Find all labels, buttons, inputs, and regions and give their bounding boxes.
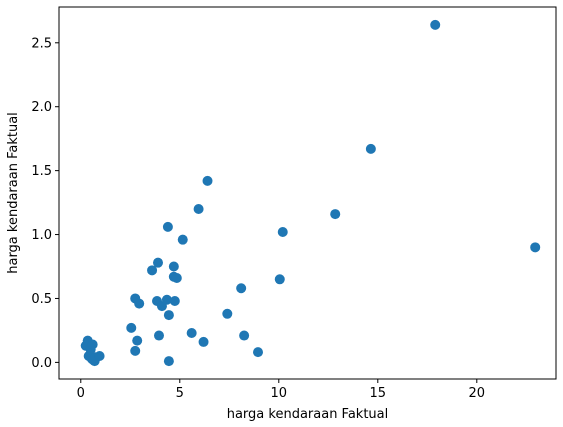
data-points — [80, 19, 541, 367]
data-point-5 — [87, 339, 98, 350]
data-point-23 — [163, 356, 174, 367]
y-tick-label-4: 2.0 — [31, 100, 52, 115]
y-tick-label-0: 0.0 — [31, 356, 52, 371]
data-point-35 — [239, 330, 250, 341]
data-point-41 — [430, 19, 441, 30]
data-point-24 — [168, 261, 179, 272]
y-axis-label: harga kendaraan Faktual — [6, 112, 21, 274]
data-point-14 — [134, 298, 145, 309]
data-point-42 — [530, 242, 541, 253]
data-point-26 — [169, 296, 180, 307]
data-point-27 — [171, 273, 182, 284]
data-point-39 — [330, 209, 341, 220]
x-tick-label-0: 0 — [77, 386, 85, 401]
data-point-40 — [365, 143, 376, 154]
data-point-34 — [236, 283, 247, 294]
data-point-22 — [163, 310, 174, 321]
data-point-31 — [198, 336, 209, 347]
data-point-10 — [126, 322, 137, 333]
y-tick-label-2: 1.0 — [31, 228, 52, 243]
data-point-33 — [222, 308, 233, 319]
x-tick-label-2: 10 — [271, 386, 288, 401]
y-tick-label-1: 0.5 — [31, 292, 52, 307]
data-point-29 — [186, 327, 197, 338]
data-point-37 — [274, 274, 285, 285]
data-point-13 — [132, 335, 143, 346]
data-point-17 — [153, 257, 163, 268]
x-axis-label: harga kendaraan Faktual — [227, 407, 389, 422]
y-axis-ticks: 0.0 0.5 1.0 1.5 2.0 2.5 — [31, 36, 59, 371]
plot-frame — [58, 6, 557, 380]
data-point-28 — [177, 234, 188, 245]
y-tick-label-3: 1.5 — [31, 164, 52, 179]
data-point-18 — [153, 330, 164, 341]
y-tick-label-5: 2.5 — [31, 36, 52, 51]
x-axis-ticks: 0 5 10 15 20 — [77, 379, 485, 401]
data-point-9 — [94, 350, 105, 361]
data-point-12 — [130, 345, 141, 356]
data-point-15 — [147, 265, 158, 276]
data-point-36 — [253, 347, 263, 358]
data-point-20 — [161, 294, 172, 305]
data-point-21 — [162, 221, 173, 232]
data-point-38 — [277, 226, 288, 237]
x-tick-label-3: 15 — [370, 386, 387, 401]
data-point-32 — [202, 175, 213, 186]
x-tick-label-1: 5 — [176, 386, 184, 401]
x-tick-label-4: 20 — [469, 386, 486, 401]
data-point-30 — [193, 203, 204, 214]
